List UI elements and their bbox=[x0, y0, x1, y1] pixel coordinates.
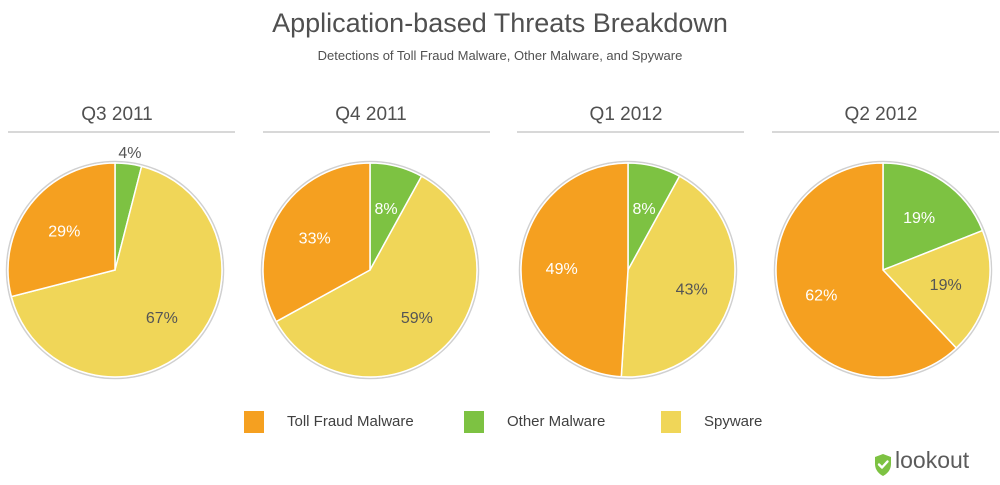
legend-swatch-spyware bbox=[661, 411, 681, 433]
chart-subtitle: Detections of Toll Fraud Malware, Other … bbox=[317, 48, 683, 63]
legend-label-other-malware: Other Malware bbox=[507, 413, 606, 430]
data-label-toll-fraud: 29% bbox=[48, 224, 80, 241]
data-label-other-malware: 4% bbox=[118, 145, 141, 162]
pie-slice-spyware bbox=[881, 229, 991, 350]
pie-slice-spyware bbox=[620, 175, 736, 378]
divider-rule-4 bbox=[772, 131, 999, 133]
legend-label-spyware: Spyware bbox=[704, 413, 763, 430]
data-label-spyware: 43% bbox=[676, 282, 708, 299]
data-label-spyware: 19% bbox=[930, 277, 962, 294]
pie-title-4: Q2 2012 bbox=[844, 104, 918, 125]
pie-title-2: Q4 2011 bbox=[335, 104, 407, 125]
pie-title-3: Q1 2012 bbox=[589, 104, 663, 125]
pie-slice-spyware bbox=[10, 165, 223, 378]
logo-text: lookout bbox=[895, 447, 970, 473]
pie-slice-toll-fraud bbox=[262, 162, 371, 323]
legend-swatch-other-malware bbox=[464, 411, 484, 433]
lookout-logo: lookout bbox=[873, 447, 993, 477]
divider-rule-3 bbox=[517, 131, 744, 133]
pie-chart-3: 8% 43% 49% bbox=[518, 160, 738, 380]
pie-title-1: Q3 2011 bbox=[81, 104, 153, 125]
data-label-toll-fraud: 33% bbox=[299, 230, 331, 247]
data-label-other-malware: 19% bbox=[903, 210, 935, 227]
pie-chart-2: 8% 59% 33% bbox=[260, 160, 480, 380]
data-label-spyware: 59% bbox=[401, 310, 433, 327]
data-label-other-malware: 8% bbox=[632, 201, 655, 218]
pie-slice-toll-fraud bbox=[520, 162, 629, 378]
pie-chart-1: 4% 67% 29% bbox=[5, 145, 225, 380]
data-label-spyware: 67% bbox=[146, 310, 178, 327]
chart-title: Application-based Threats Breakdown bbox=[272, 8, 728, 38]
pie-chart-4: 19% 19% 62% bbox=[773, 160, 993, 380]
pie-slice-spyware bbox=[275, 175, 478, 378]
legend-label-toll-fraud: Toll Fraud Malware bbox=[287, 413, 414, 430]
divider-rule-2 bbox=[263, 131, 490, 133]
pie-slice-toll-fraud bbox=[775, 162, 958, 378]
legend-swatch-toll-fraud bbox=[244, 411, 264, 433]
pie-slice-other-malware bbox=[882, 162, 984, 272]
shield-check-icon bbox=[875, 454, 891, 476]
pie-slice-toll-fraud bbox=[7, 162, 116, 298]
divider-rule-1 bbox=[8, 131, 235, 133]
data-label-toll-fraud: 49% bbox=[546, 261, 578, 278]
data-label-toll-fraud: 62% bbox=[805, 287, 837, 304]
data-label-other-malware: 8% bbox=[374, 201, 397, 218]
